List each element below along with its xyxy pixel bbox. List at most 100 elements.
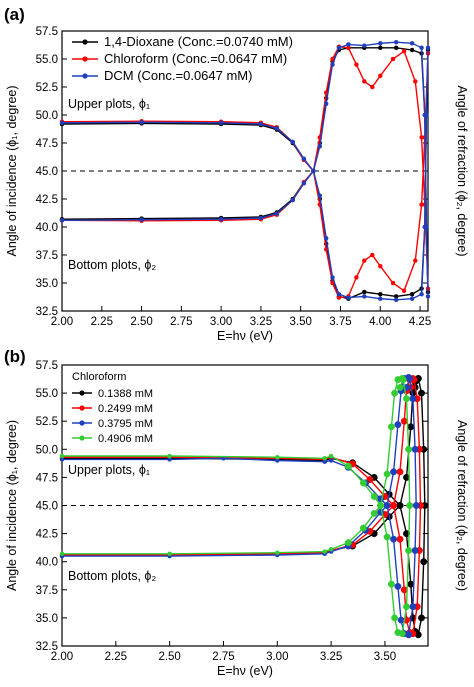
panel-b-xtick-label: 3.50 [374, 651, 396, 663]
panel-a-ytick-label: 55.0 [36, 54, 58, 66]
panel-a-series-1-upper-point [378, 263, 383, 269]
panel-a-xtick-label: 4.00 [369, 316, 391, 328]
panel-b-series-3-lower-point [398, 375, 406, 382]
panel-b-ytick-label: 47.5 [36, 472, 58, 484]
panel-a-series-2-lower-point [311, 168, 316, 174]
panel-a-xtick-label: 2.00 [51, 316, 73, 328]
panel-b-series-1-upper-point [396, 535, 404, 543]
panel-a-xlabel: E=hν (eV) [217, 329, 273, 343]
panel-b-series-3-upper-point [391, 614, 399, 622]
panel-a-series-1-lower-point [362, 79, 367, 84]
panel-a-series-2-upper-point [323, 235, 329, 241]
panel-b-xtick-label: 3.25 [320, 651, 342, 663]
panel-b-series-2-upper-point [409, 603, 417, 611]
panel-a-series-2-upper-point [336, 291, 342, 297]
panel-b-series-3-upper-point [383, 533, 391, 541]
panel-b-series-3-lower-point [344, 539, 352, 547]
panel-a-series-1-lower-point [390, 56, 396, 62]
panel-a-series-1-lower-point [419, 135, 424, 140]
panel-a-series-2-lower-point [218, 216, 224, 222]
panel-b-series-3-upper-point [398, 630, 406, 638]
panel-b-series-2-upper-point [328, 458, 334, 463]
panel-b-series-3-upper-point [405, 445, 413, 453]
panel-b-annotation-upper: Upper plots, ϕ₁ [68, 463, 150, 477]
panel-a-series-2-upper-point [317, 193, 323, 198]
panel-a-series-2-lower-point [409, 41, 415, 46]
panel-b-xlabel: E=hν (eV) [217, 664, 273, 678]
panel-b-series-3-upper-point [406, 502, 414, 509]
panel-b-series-3-lower-point [370, 509, 378, 517]
panel-b-series-2-upper-point [409, 395, 417, 403]
panel-a-ytick-label: 50.0 [36, 110, 58, 122]
panel-a-ytick-label: 37.5 [36, 250, 58, 262]
panel-a-series-0-upper-point [378, 291, 383, 297]
panel-a-xtick-label: 2.75 [170, 316, 192, 328]
panel-b-series-3-upper-point [167, 453, 172, 459]
panel-b-legend-entry: 0.3795 mM [98, 418, 153, 430]
panel-a-series-1-lower-point [370, 84, 375, 90]
panel-b-legend-swatch-marker [79, 435, 85, 441]
panel-a-series-0-lower-point [393, 45, 399, 51]
panel-a-series-1-upper-point [362, 258, 367, 263]
panel-b-ytick-label: 45.0 [36, 501, 58, 513]
panel-b-ytick-label: 35.0 [36, 613, 58, 625]
panel-a-series-2-lower-point [59, 218, 65, 223]
panel-a-xtick-label: 4.25 [409, 316, 431, 328]
panel-a-legend-entry: 1,4-Dioxane (Conc.=0.0740 mM) [104, 34, 293, 49]
panel-b-xtick-label: 3.00 [266, 651, 288, 663]
panel-a-series-2-upper-point [274, 126, 280, 131]
panel-b-xtick-label: 2.25 [105, 651, 127, 663]
panel-a-series-2-lower-point [362, 43, 367, 48]
panel-b-ytick-label: 37.5 [36, 585, 58, 597]
panel-b-series-2-upper-point [394, 582, 402, 590]
panel-b-ytick-label: 42.5 [36, 529, 58, 541]
panel-a-series-1-lower-point [401, 48, 407, 54]
panel-b-series-3-upper-point [403, 603, 410, 611]
panel-a-ytick-label: 45.0 [36, 166, 58, 178]
panel-b-ytick-label: 57.5 [36, 360, 58, 372]
panel-a-xtick-label: 2.50 [130, 316, 152, 328]
panel-a-series-2-lower-point [301, 181, 307, 186]
panel-a-series-2-lower-point [378, 41, 383, 46]
panel-b-series-2-lower-line [62, 376, 409, 557]
panel-a-legend-entry: DCM (Conc.=0.0647 mM) [104, 68, 252, 83]
panel-b-series-2-upper-point [411, 547, 419, 554]
panel-b-series-3-upper-point [328, 453, 334, 459]
panel-a-series-2-lower-point [330, 62, 335, 67]
panel-a-series-2-upper-point [409, 296, 415, 301]
panel-b-series-3-lower-point [322, 549, 327, 554]
panel-b-legend-entry: 0.4906 mM [98, 433, 153, 445]
panel-a-legend-swatch-marker [82, 56, 88, 62]
panel-b-series-3-upper-point [396, 384, 404, 391]
panel-a-series-2-lower-point [139, 217, 144, 222]
panel-b-series-0-upper-line [62, 375, 426, 637]
panel-b-ytick-label: 50.0 [36, 444, 58, 456]
panel-b-legend-swatch-marker [79, 420, 85, 426]
panel-a-series-2-upper-point [290, 139, 295, 145]
panel-b-ylabel-right: Angle of refraction (ϕ₂, degree) [455, 420, 469, 591]
panel-b-ytick-label: 55.0 [36, 388, 58, 400]
panel-b-series-3-lower-point [387, 423, 395, 431]
panel-a-series-2-lower-point [425, 294, 431, 299]
panel-b-series-3-lower-point [377, 502, 385, 509]
panel-a-ytick-label: 35.0 [36, 278, 58, 290]
panel-b-series-2-upper-point [411, 445, 419, 453]
panel-b-ytick-label: 52.5 [36, 416, 58, 428]
panel-b-series-3-lower-point [383, 470, 391, 478]
panel-b-series-3-upper-point [405, 547, 413, 554]
panel-a-series-2-upper-point [425, 45, 431, 51]
panel-a-series-2-upper-point [258, 121, 264, 127]
panel-b-xtick-label: 2.50 [158, 651, 180, 663]
panel-b-series-3-upper-point [59, 453, 65, 459]
panel-a-series-2-lower-point [422, 112, 428, 118]
panel-a-ytick-label: 47.5 [36, 138, 58, 150]
panel-a-ytick-label: 32.5 [36, 306, 58, 318]
panel-a-xtick-label: 3.00 [210, 316, 232, 328]
panel-b-ytick-label: 32.5 [36, 641, 58, 653]
panel-a-series-2-upper-point [346, 295, 351, 300]
panel-b-series-3-lower-line [62, 377, 403, 555]
panel-a-ylabel-right: Angle of refraction (ϕ₂, degree) [455, 86, 469, 257]
panel-a-series-2-upper-point [301, 156, 307, 161]
panel-b-series-2-lower-point [383, 502, 391, 509]
